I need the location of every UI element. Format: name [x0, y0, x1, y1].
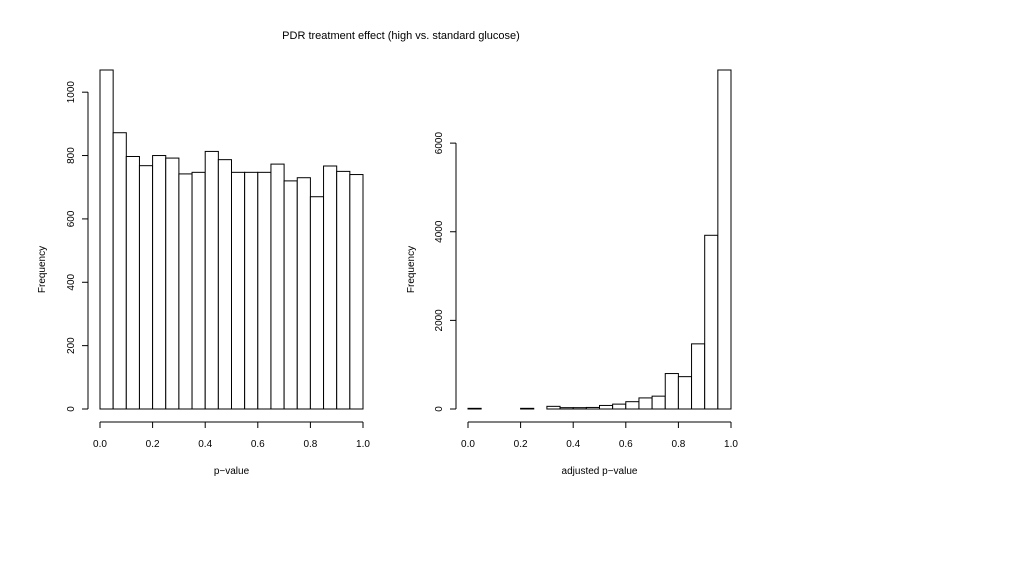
histogram-bar: [651, 395, 666, 410]
histogram-bar: [257, 171, 272, 410]
histogram-bar: [336, 170, 351, 410]
histogram-bar: [704, 234, 719, 410]
histogram-bar: [165, 157, 180, 410]
histogram-bar: [138, 165, 154, 410]
histogram-bar: [112, 132, 127, 410]
histogram-bar: [125, 155, 140, 410]
histogram-bar: [638, 397, 653, 410]
histogram-bar: [270, 163, 285, 410]
histogram-bar: [217, 159, 233, 410]
y-axis-label: Frequency: [406, 246, 417, 293]
histogram-bar: [599, 404, 614, 410]
x-tick-label: 0.2: [514, 439, 528, 450]
x-tick-label: 1.0: [356, 439, 370, 450]
histogram-bar: [231, 171, 246, 410]
x-tick-label: 0.8: [303, 439, 317, 450]
histogram-adjusted-pvalue: 0 2000 4000 6000 0.0 0.2 0.4 0.6 0.8 1.0 adjusted …: [406, 69, 738, 477]
y-tick-label: 4000: [434, 220, 445, 243]
histogram-bar: [559, 407, 574, 410]
histogram-bar: [296, 177, 311, 410]
histogram-bar: [467, 407, 482, 410]
y-tick-label: 1000: [66, 81, 77, 104]
x-tick-label: 0.4: [566, 439, 580, 450]
x-axis-label: p−value: [214, 466, 250, 477]
histogram-bar: [520, 407, 535, 410]
y-tick-label: 0: [66, 406, 77, 412]
histogram-bar: [717, 69, 732, 410]
histogram-bar: [152, 155, 167, 410]
x-tick-label: 0.4: [198, 439, 212, 450]
histogram-bar: [178, 173, 193, 410]
y-tick-label: 2000: [434, 309, 445, 332]
y-tick-label: 0: [434, 406, 445, 412]
y-tick-label: 400: [66, 273, 77, 290]
x-tick-label: 0.0: [93, 439, 107, 450]
histogram-bar: [572, 407, 587, 410]
histogram-bar: [546, 405, 561, 410]
x-axis-label: adjusted p−value: [562, 466, 638, 477]
histogram-bar: [612, 403, 627, 410]
histogram-bar: [244, 171, 259, 410]
x-tick-label: 0.8: [671, 439, 685, 450]
x-tick-label: 0.6: [251, 439, 265, 450]
histogram-bar: [283, 180, 298, 410]
y-tick-label: 6000: [434, 132, 445, 155]
histogram-bar: [99, 69, 114, 410]
y-axis-label: Frequency: [37, 246, 48, 293]
y-tick-label: 800: [66, 147, 77, 164]
histogram-bar: [677, 376, 693, 410]
histogram-bar: [204, 150, 219, 410]
histogram-pvalue: 0 200 400 600 800 1000 0.0 0.2 0.4 0.6 0.8 1.0 p−val…: [37, 69, 370, 477]
histogram-bar: [191, 171, 206, 410]
y-tick-label: 200: [66, 337, 77, 354]
x-tick-label: 1.0: [724, 439, 738, 450]
histogram-bar: [625, 401, 640, 410]
histogram-bar: [309, 196, 325, 410]
histogram-bar: [691, 343, 706, 410]
histogram-bar: [585, 406, 600, 410]
x-tick-label: 0.6: [619, 439, 633, 450]
figure-title: PDR treatment effect (high vs. standard …: [282, 30, 520, 42]
x-tick-label: 0.2: [146, 439, 160, 450]
histogram-bar: [349, 174, 364, 410]
histogram-bar: [664, 373, 679, 410]
x-tick-label: 0.0: [461, 439, 475, 450]
y-tick-label: 600: [66, 210, 77, 227]
histogram-bar: [323, 165, 338, 410]
